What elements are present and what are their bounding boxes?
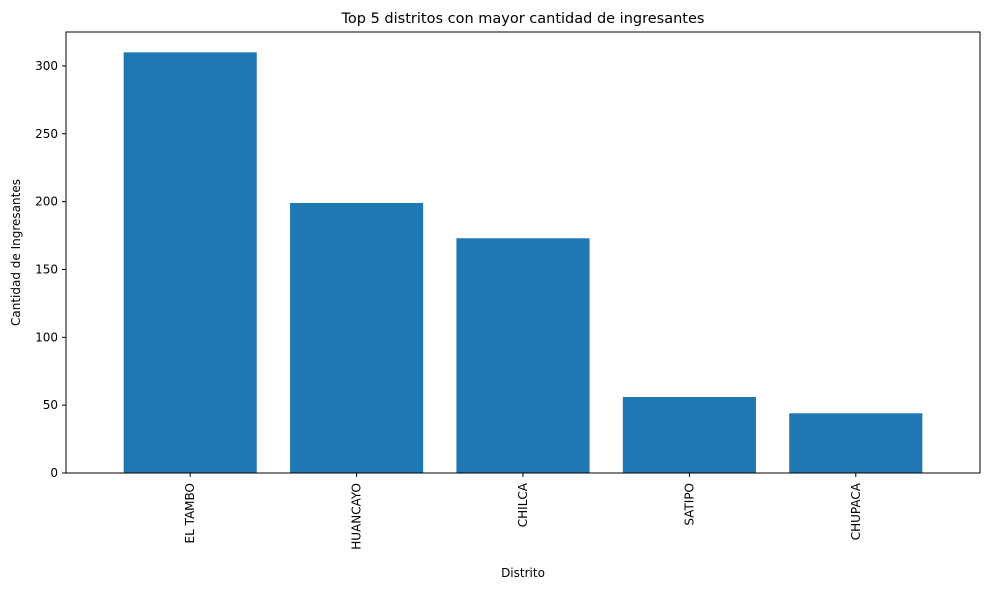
plot-frame — [65, 31, 981, 474]
y-tick-label: 50 — [43, 398, 58, 412]
x-axis-ticks: EL TAMBO HUANCAYO CHILCA SATIPO CHUPACA — [183, 473, 863, 550]
bar-chilca — [456, 238, 590, 473]
x-tick-label: SATIPO — [682, 483, 696, 526]
y-tick-label: 250 — [35, 127, 58, 141]
y-tick-label: 0 — [50, 466, 58, 480]
x-axis-label: Distrito — [501, 566, 545, 580]
y-axis-ticks: 0 50 100 150 200 250 300 — [35, 59, 66, 480]
bar-huancayo — [290, 202, 424, 474]
bar-el-tambo — [123, 52, 257, 473]
x-tick-label: HUANCAYO — [350, 483, 364, 550]
y-axis-label: Cantidad de Ingresantes — [9, 179, 23, 326]
bars — [123, 52, 923, 474]
y-tick-label: 200 — [35, 195, 58, 209]
bar-satipo — [622, 397, 756, 473]
x-tick-label: EL TAMBO — [183, 483, 197, 544]
x-tick-label: CHILCA — [516, 482, 530, 527]
bar-chupaca — [789, 413, 923, 473]
y-tick-label: 300 — [35, 59, 58, 73]
y-tick-label: 150 — [35, 262, 58, 276]
x-tick-label: CHUPACA — [849, 482, 863, 540]
y-tick-label: 100 — [35, 330, 58, 344]
chart-title: Top 5 distritos con mayor cantidad de in… — [341, 11, 705, 27]
